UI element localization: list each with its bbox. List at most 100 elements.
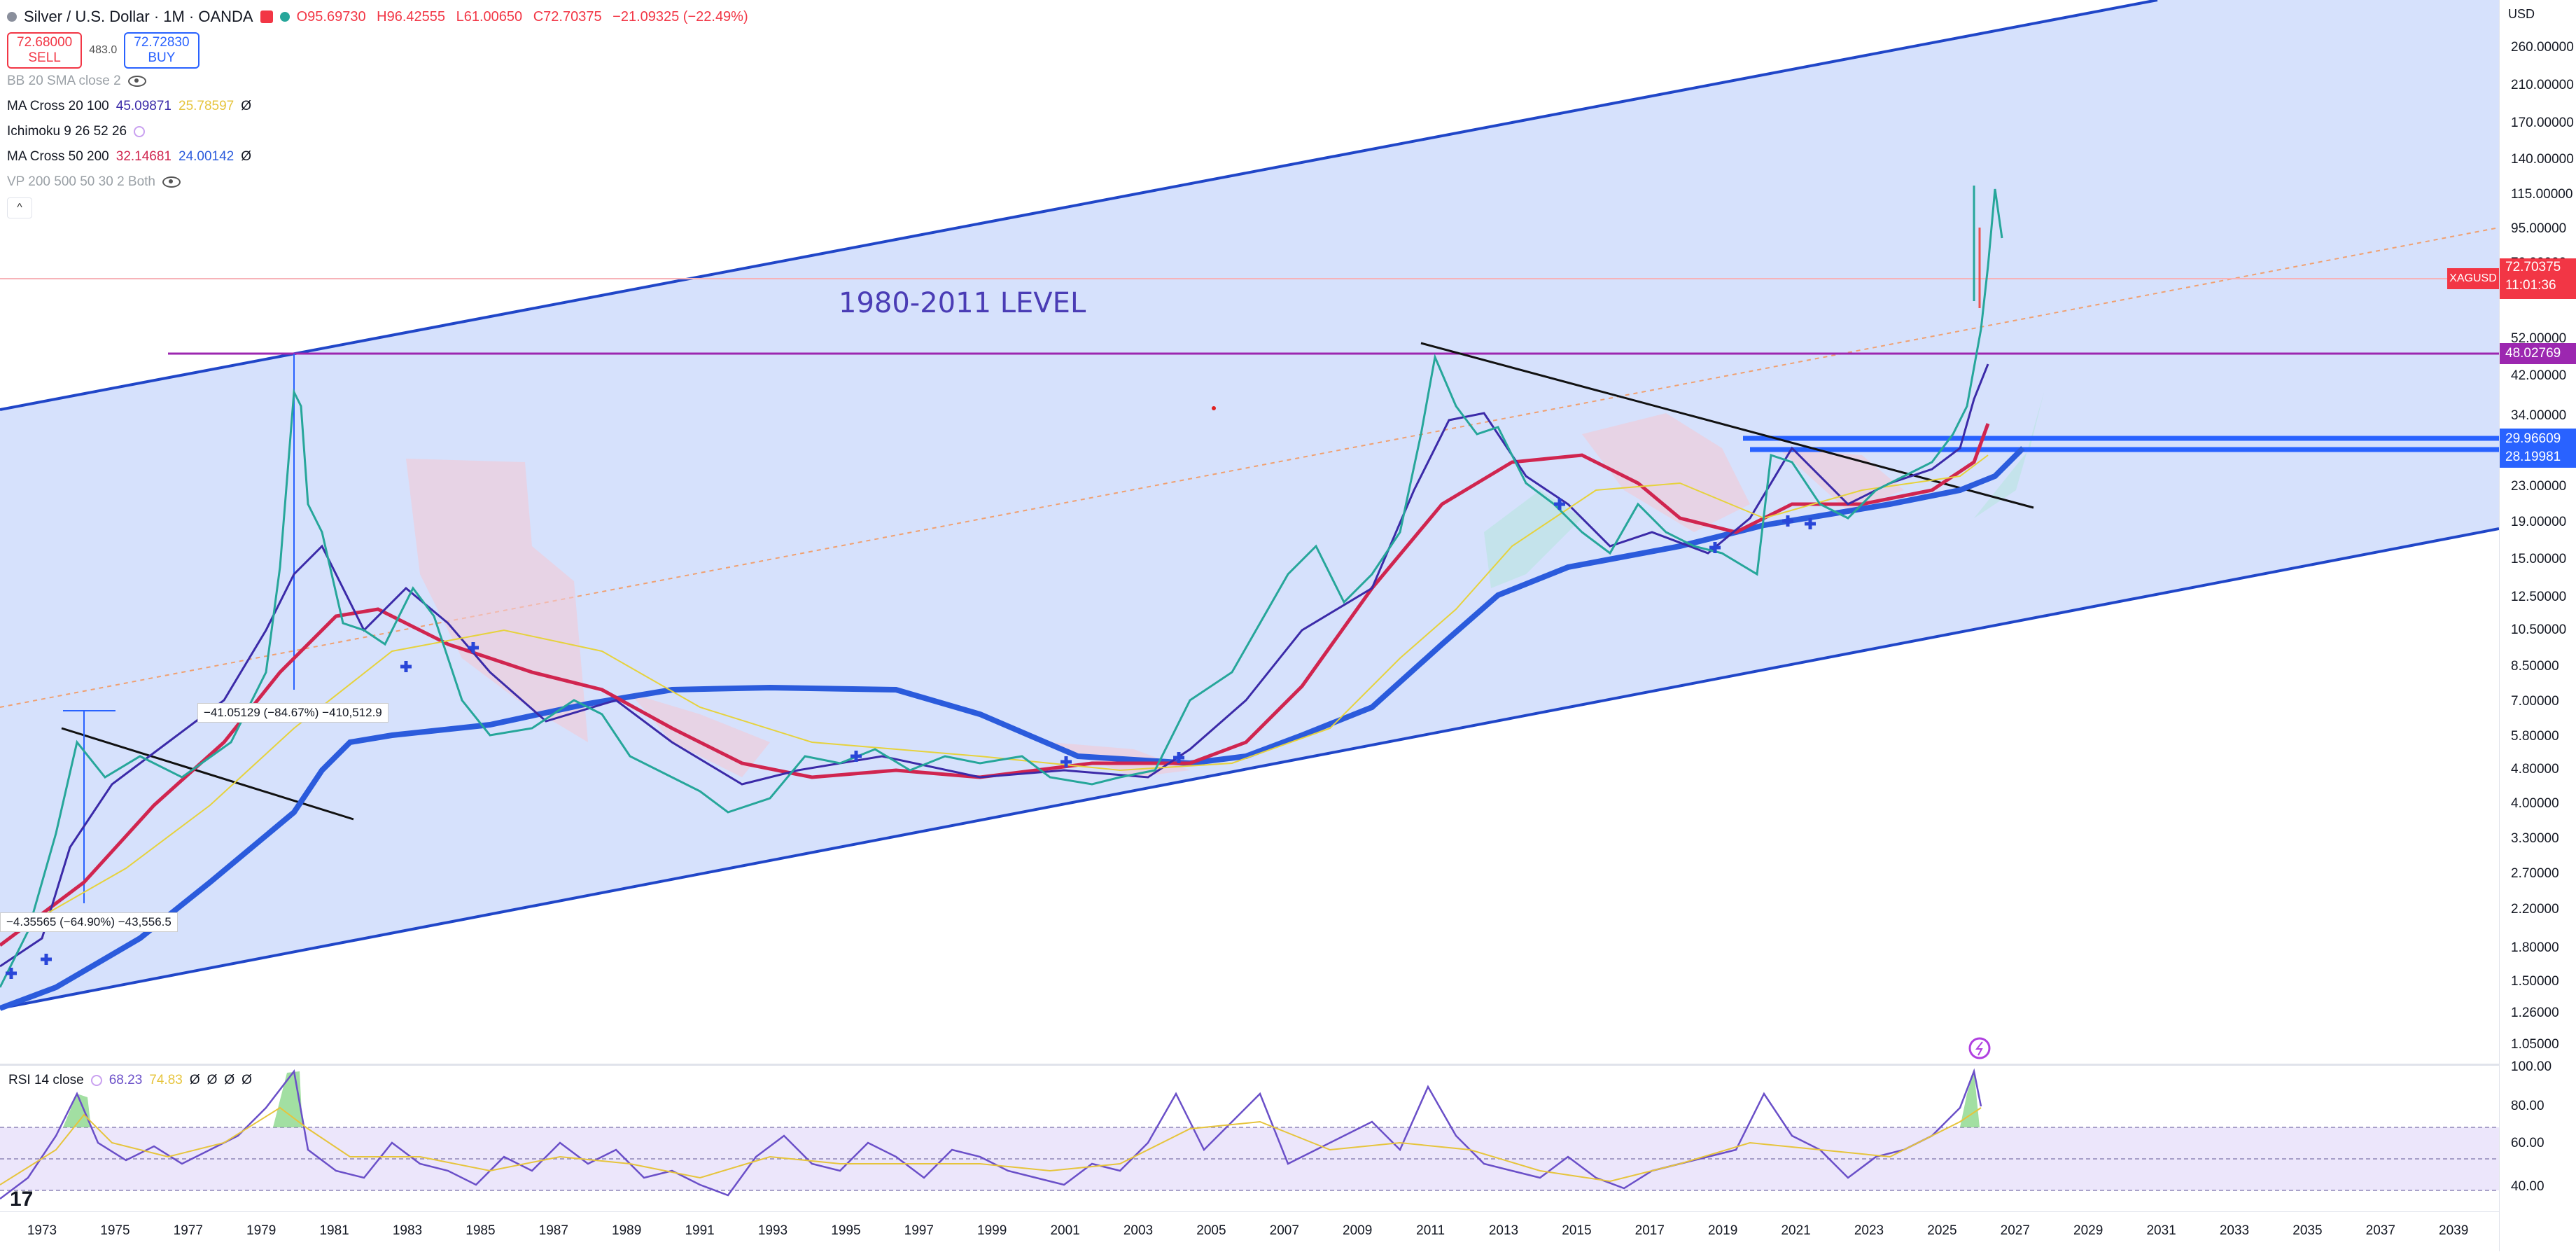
- measure-label-2[interactable]: −4.35565 (−64.90%) −43,556.5: [0, 912, 178, 932]
- ma-cross-markers: [6, 499, 1816, 979]
- price-scale-label: 52.00000: [2511, 331, 2567, 346]
- price-scale-label: 4.80000: [2511, 762, 2559, 777]
- countdown: 11:01:36: [2505, 278, 2556, 293]
- loading-icon: [134, 126, 146, 137]
- indicator-ichimoku-name: Ichimoku 9 26 52 26: [7, 124, 127, 139]
- rsi-extra-1: Ø: [189, 1073, 200, 1087]
- time-scale-label: 1981: [319, 1223, 349, 1238]
- level-tag-48: 48.02769: [2500, 343, 2576, 364]
- time-scale-label: 2039: [2439, 1223, 2469, 1238]
- symbol-logo-icon: [7, 12, 17, 22]
- price-scale-label: 42.00000: [2511, 368, 2567, 383]
- rsi-overbought-fill-2025: [1960, 1071, 1980, 1127]
- symbol-title[interactable]: Silver / U.S. Dollar · 1M · OANDA: [24, 8, 253, 25]
- currency-label[interactable]: USD: [2508, 7, 2535, 21]
- price-scale-label: 95.00000: [2511, 221, 2567, 236]
- time-scale[interactable]: 1973 1975 1977 1979 1981 1983 1985 1987 1989 1991…: [0, 1211, 2499, 1252]
- market-status-icon[interactable]: [279, 12, 290, 22]
- measure-label-1[interactable]: −41.05129 (−84.67%) −410,512.9: [197, 703, 388, 723]
- buy-button[interactable]: 72.72830 BUY: [124, 32, 200, 69]
- price-scale-label: 2.20000: [2511, 902, 2559, 917]
- price-scale-label: 7.00000: [2511, 694, 2559, 709]
- trendline-1973[interactable]: [61, 727, 354, 821]
- channel-upper-line[interactable]: [0, 0, 2158, 411]
- flash-icon[interactable]: [1968, 1037, 1991, 1059]
- eye-hidden-icon[interactable]: [127, 76, 146, 87]
- sell-price: 72.68000: [17, 35, 73, 50]
- ohlc-close: C72.70375: [533, 8, 602, 25]
- time-scale-label: 2023: [1854, 1223, 1884, 1238]
- flag-icon[interactable]: [260, 11, 273, 23]
- time-scale-label: 2025: [1927, 1223, 1957, 1238]
- loading-icon: [90, 1075, 102, 1086]
- price-scale-label: 3.30000: [2511, 831, 2559, 846]
- time-scale-label: 1993: [757, 1223, 788, 1238]
- regression-channel[interactable]: [0, 0, 2499, 1008]
- red-dot-marker: [1212, 406, 1216, 410]
- spread-value: 483.0: [89, 44, 118, 56]
- indicator-ma20-value-1: 45.09871: [115, 99, 172, 113]
- tradingview-logo-icon[interactable]: 17: [10, 1188, 34, 1211]
- price-scale-label: 1.05000: [2511, 1037, 2559, 1052]
- indicator-ma-cross-50-200[interactable]: MA Cross 50 200 32.14681 24.00142 Ø: [7, 144, 755, 169]
- time-scale-label: 1973: [27, 1223, 57, 1238]
- time-scale-label: 1989: [612, 1223, 642, 1238]
- time-scale-label: 1975: [100, 1223, 130, 1238]
- indicator-vp[interactable]: VP 200 500 50 30 2 Both: [7, 169, 755, 195]
- current-price: 72.70375: [2505, 260, 2561, 274]
- indicator-vp-name: VP 200 500 50 30 2 Both: [7, 174, 155, 189]
- pane-separator[interactable]: [0, 1064, 2576, 1066]
- price-scale-label: 115.00000: [2511, 187, 2573, 202]
- time-scale-label: 1977: [173, 1223, 203, 1238]
- price-scale-label: 10.50000: [2511, 622, 2567, 637]
- chart-legend: Silver / U.S. Dollar · 1M · OANDA O95.69…: [7, 4, 755, 218]
- price-plot[interactable]: [0, 0, 2499, 1064]
- channel-lower-line[interactable]: [0, 527, 2499, 1010]
- time-scale-label: 2033: [2219, 1223, 2250, 1238]
- time-scale-label: 1983: [392, 1223, 423, 1238]
- time-scale-label: 2019: [1708, 1223, 1738, 1238]
- rsi-ma-line: [0, 1106, 1982, 1185]
- time-scale-label: 2013: [1488, 1223, 1519, 1238]
- price-scale-label: 15.00000: [2511, 552, 2567, 566]
- measure-bracket[interactable]: [63, 354, 295, 903]
- rsi-title: RSI 14 close: [8, 1073, 84, 1087]
- symbol-tag: XAGUSD: [2447, 268, 2499, 289]
- collapse-legend-chevron-up-icon[interactable]: ^: [7, 197, 32, 218]
- indicator-ichimoku[interactable]: Ichimoku 9 26 52 26: [7, 119, 755, 144]
- price-scale[interactable]: USD 260.00000 210.00000 170.00000 140.00000…: [2499, 0, 2576, 1251]
- trade-buttons: 72.68000 SELL 483.0 72.72830 BUY: [7, 32, 755, 69]
- time-scale-label: 2037: [2365, 1223, 2395, 1238]
- rsi-value: 68.23: [108, 1073, 143, 1087]
- eye-hidden-icon[interactable]: [162, 176, 181, 188]
- ohlc-values: O95.69730 H96.42555 L61.00650 C72.70375 …: [297, 9, 755, 25]
- rsi-extra-2: Ø: [206, 1073, 218, 1087]
- time-scale-label: 2015: [1562, 1223, 1592, 1238]
- ma-long-line: [0, 446, 2025, 1011]
- level-annotation[interactable]: 1980-2011 LEVEL: [839, 287, 1086, 319]
- sell-button[interactable]: 72.68000 SELL: [7, 32, 83, 69]
- indicator-ma50-value-3: Ø: [241, 149, 252, 164]
- time-scale-label: 1991: [685, 1223, 715, 1238]
- ma-slow-line: [0, 423, 1990, 947]
- price-scale-label: 19.00000: [2511, 515, 2567, 529]
- indicator-ma20-value-2: 25.78597: [178, 99, 234, 113]
- time-scale-label: 2029: [2073, 1223, 2104, 1238]
- rsi-overbought-fill-1980: [273, 1071, 302, 1127]
- rsi-scale-60: 60.00: [2511, 1136, 2544, 1150]
- rsi-extra-4: Ø: [241, 1073, 252, 1087]
- sell-label: SELL: [28, 50, 61, 65]
- time-scale-label: 2011: [1416, 1223, 1446, 1238]
- rsi-legend[interactable]: RSI 14 close 68.23 74.83 Ø Ø Ø Ø: [8, 1073, 252, 1088]
- level-tag-28: 28.19981: [2500, 447, 2576, 468]
- time-scale-label: 2001: [1050, 1223, 1080, 1238]
- ohlc-change: −21.09325 (−22.49%): [612, 8, 748, 25]
- ohlc-open: O95.69730: [296, 8, 366, 25]
- rsi-pane[interactable]: [0, 1066, 2499, 1209]
- time-scale-label: 1995: [831, 1223, 861, 1238]
- indicator-ma-cross-20-100[interactable]: MA Cross 20 100 45.09871 25.78597 Ø: [7, 94, 755, 119]
- ma-fast-line: [0, 363, 1989, 968]
- price-scale-label: 1.26000: [2511, 1006, 2559, 1020]
- indicator-bb[interactable]: BB 20 SMA close 2: [7, 69, 755, 94]
